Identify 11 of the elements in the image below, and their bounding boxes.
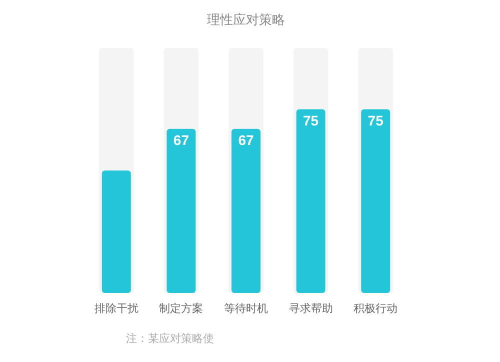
x-tick-label: 等待时机 <box>224 302 268 315</box>
text: 注：某应对策略使 <box>126 332 214 345</box>
x-tick-label: 制定方案 <box>159 302 204 315</box>
data-label: 75 <box>368 112 384 128</box>
data-label: 67 <box>173 132 190 148</box>
x-tick-label: 积极行动 <box>354 302 398 315</box>
chart-title: 理性应对策略 <box>207 12 285 28</box>
data-label: 67 <box>238 132 254 148</box>
x-tick-label: 寻求帮助 <box>288 302 333 315</box>
x-tick-label: 排除干扰 <box>94 302 138 315</box>
data-label: 75 <box>303 112 319 128</box>
